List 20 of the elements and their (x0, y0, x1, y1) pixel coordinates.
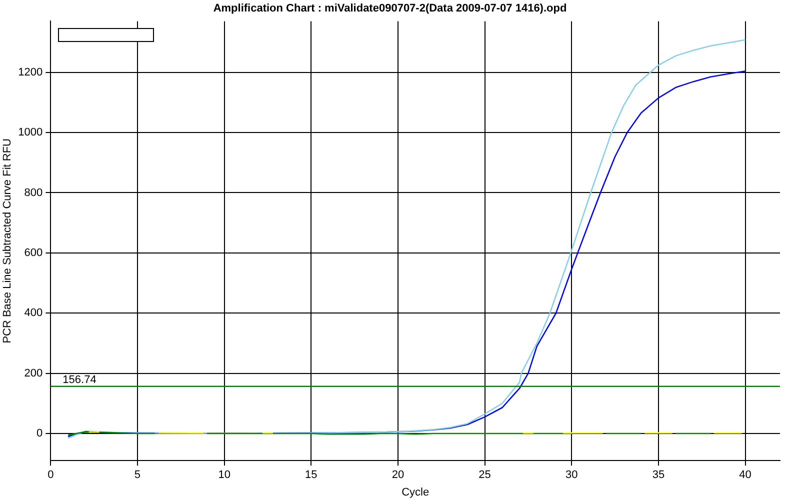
x-tick-label: 5 (134, 469, 141, 482)
y-tick-label: 1000 (18, 126, 43, 139)
x-axis-title: Cycle (402, 486, 430, 498)
x-tick-label: 35 (652, 469, 665, 482)
y-tick-label: 800 (24, 186, 43, 199)
y-tick-label: 200 (24, 367, 43, 380)
x-tick-label: 10 (218, 469, 230, 482)
x-tick-label: 30 (565, 469, 578, 482)
y-tick-label: 600 (24, 246, 43, 259)
y-tick-label: 0 (36, 428, 43, 440)
x-tick-label: 15 (305, 469, 318, 482)
x-tick-label: 0 (48, 469, 54, 482)
x-tick-label: 20 (392, 469, 404, 482)
ref-line-label: 156.74 (62, 374, 96, 386)
x-tick-label: 25 (478, 469, 491, 482)
y-tick-label: 400 (24, 307, 43, 320)
x-tick-label: 40 (739, 469, 752, 482)
chart-title: Amplification Chart : miValidate090707-2(Data 2009-07-07 1416).opd (213, 2, 567, 15)
y-tick-label: 1200 (18, 66, 43, 78)
y-axis-title: PCR Base Line Subtracted Curve Fit RFU (2, 138, 14, 344)
